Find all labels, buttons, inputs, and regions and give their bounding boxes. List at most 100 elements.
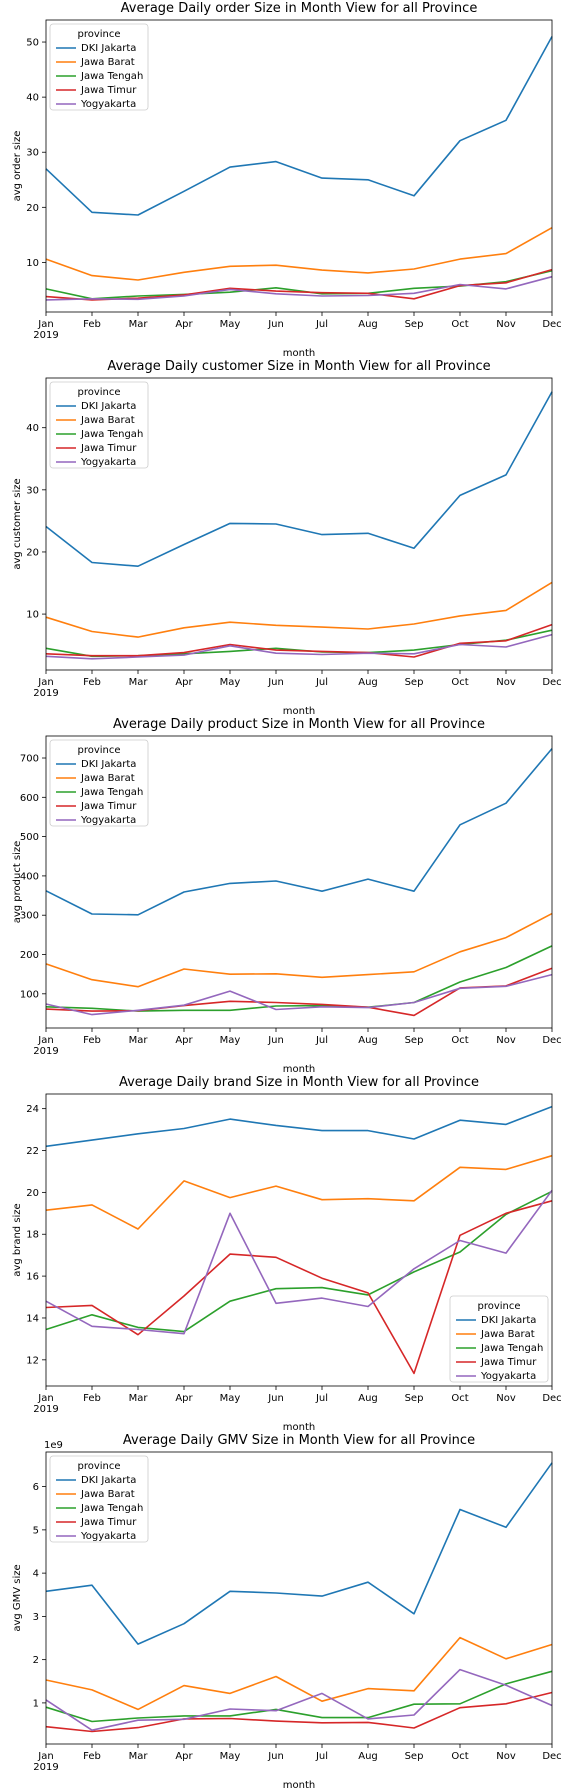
legend-label-jawa-timur: Jawa Timur — [80, 801, 137, 812]
x-tick-label: Sep — [405, 1751, 424, 1762]
legend-label-yogyakarta: Yogyakarta — [80, 99, 136, 110]
x-axis-label: month — [283, 1064, 315, 1075]
chart-title: Average Daily GMV Size in Month View for… — [123, 1433, 475, 1448]
legend-title: province — [77, 29, 120, 40]
x-tick-label: Sep — [405, 319, 424, 330]
legend-label-jawa-barat: Jawa Barat — [80, 415, 135, 426]
series-line-jawa-barat — [46, 914, 552, 987]
y-axis-label: avg product size — [12, 841, 23, 924]
y-tick-label: 40 — [26, 423, 39, 434]
legend-label-jawa-barat: Jawa Barat — [80, 773, 135, 784]
series-line-jawa-timur — [46, 1693, 552, 1732]
chart-title: Average Daily customer Size in Month Vie… — [107, 359, 490, 374]
chart-customer: Average Daily customer Size in Month Vie… — [12, 359, 562, 717]
x-tick-label: Jul — [315, 1035, 328, 1046]
x-tick-label: Aug — [358, 1393, 378, 1404]
y-axis-label: avg brand size — [12, 1203, 23, 1276]
x-tick-label: Nov — [496, 319, 516, 330]
y-tick-label: 20 — [26, 203, 39, 214]
x-tick-label: Oct — [451, 1393, 468, 1404]
legend-label-yogyakarta: Yogyakarta — [80, 815, 136, 826]
x-axis-label: month — [283, 706, 315, 717]
x-tick-label: May — [220, 319, 241, 330]
x-tick-label: Jan — [37, 319, 53, 330]
x-tick-label: Feb — [83, 1393, 101, 1404]
y-offset-label: 1e9 — [44, 1440, 63, 1451]
y-tick-label: 20 — [26, 1188, 39, 1199]
legend-title: province — [477, 1301, 520, 1312]
x-tick-label: Aug — [358, 1035, 378, 1046]
legend-title: province — [77, 387, 120, 398]
x-tick-year-label: 2019 — [33, 330, 58, 341]
y-tick-label: 10 — [26, 610, 39, 621]
legend-label-yogyakarta: Yogyakarta — [80, 1531, 136, 1542]
legend-title: province — [77, 745, 120, 756]
y-tick-label: 16 — [26, 1272, 39, 1283]
x-tick-label: May — [220, 1035, 241, 1046]
x-tick-label: Nov — [496, 1751, 516, 1762]
x-tick-label: Mar — [129, 1751, 149, 1762]
y-tick-label: 12 — [26, 1355, 39, 1366]
x-tick-label: Jan — [37, 677, 53, 688]
x-tick-label: Nov — [496, 677, 516, 688]
chart-order: Average Daily order Size in Month View f… — [12, 1, 562, 359]
series-line-jawa-barat — [46, 582, 552, 637]
x-tick-label: Mar — [129, 677, 149, 688]
legend-label-jawa-tengah: Jawa Tengah — [80, 429, 143, 440]
chart-title: Average Daily product Size in Month View… — [113, 717, 485, 732]
x-tick-label: Aug — [358, 1751, 378, 1762]
legend-label-jawa-tengah: Jawa Tengah — [80, 71, 143, 82]
chart-product: Average Daily product Size in Month View… — [12, 717, 562, 1075]
x-tick-label: Jan — [37, 1393, 53, 1404]
x-tick-year-label: 2019 — [33, 1404, 58, 1415]
x-tick-label: Jun — [267, 319, 284, 330]
x-tick-year-label: 2019 — [33, 1046, 58, 1057]
x-tick-label: Apr — [175, 677, 193, 688]
x-axis-label: month — [283, 348, 315, 359]
legend-label-jawa-barat: Jawa Barat — [80, 1489, 135, 1500]
y-tick-label: 10 — [26, 258, 39, 269]
x-tick-label: Apr — [175, 1035, 193, 1046]
x-tick-label: Jul — [315, 1751, 328, 1762]
legend-label-yogyakarta: Yogyakarta — [80, 457, 136, 468]
y-tick-label: 3 — [33, 1612, 39, 1623]
x-tick-label: Jul — [315, 319, 328, 330]
legend-label-dki-jakarta: DKI Jakarta — [81, 1475, 136, 1486]
x-tick-year-label: 2019 — [33, 688, 58, 699]
legend-label-yogyakarta: Yogyakarta — [480, 1371, 536, 1382]
y-axis-label: avg customer size — [12, 478, 23, 569]
legend: province DKI Jakarta Jawa Barat Jawa Tengah… — [450, 1296, 548, 1382]
series-line-yogyakarta — [46, 975, 552, 1015]
x-tick-label: Feb — [83, 1751, 101, 1762]
series-line-jawa-barat — [46, 1156, 552, 1229]
x-tick-label: Jun — [267, 1035, 284, 1046]
x-tick-label: Mar — [129, 319, 149, 330]
y-tick-label: 600 — [20, 793, 39, 804]
y-tick-label: 200 — [20, 950, 39, 961]
x-tick-label: Feb — [83, 319, 101, 330]
x-tick-label: Dec — [542, 1393, 561, 1404]
legend-label-dki-jakarta: DKI Jakarta — [81, 43, 136, 54]
x-tick-label: Jun — [267, 1751, 284, 1762]
y-tick-label: 100 — [20, 989, 39, 1000]
x-tick-label: Sep — [405, 677, 424, 688]
legend-label-jawa-barat: Jawa Barat — [480, 1329, 535, 1340]
chart-title: Average Daily order Size in Month View f… — [121, 1, 478, 16]
series-line-yogyakarta — [46, 1670, 552, 1731]
x-tick-label: Jan — [37, 1035, 53, 1046]
y-tick-label: 4 — [33, 1569, 39, 1580]
y-tick-label: 30 — [26, 148, 39, 159]
x-tick-label: Dec — [542, 1751, 561, 1762]
series-line-dki-jakarta — [46, 1107, 552, 1147]
y-tick-label: 700 — [20, 754, 39, 765]
legend-label-jawa-barat: Jawa Barat — [80, 57, 135, 68]
y-tick-label: 1 — [33, 1698, 39, 1709]
legend-label-jawa-tengah: Jawa Tengah — [80, 787, 143, 798]
y-tick-label: 20 — [26, 547, 39, 558]
x-tick-label: Apr — [175, 1751, 193, 1762]
x-tick-label: Dec — [542, 677, 561, 688]
y-tick-label: 18 — [26, 1230, 39, 1241]
x-tick-label: Oct — [451, 677, 468, 688]
x-tick-label: Apr — [175, 1393, 193, 1404]
